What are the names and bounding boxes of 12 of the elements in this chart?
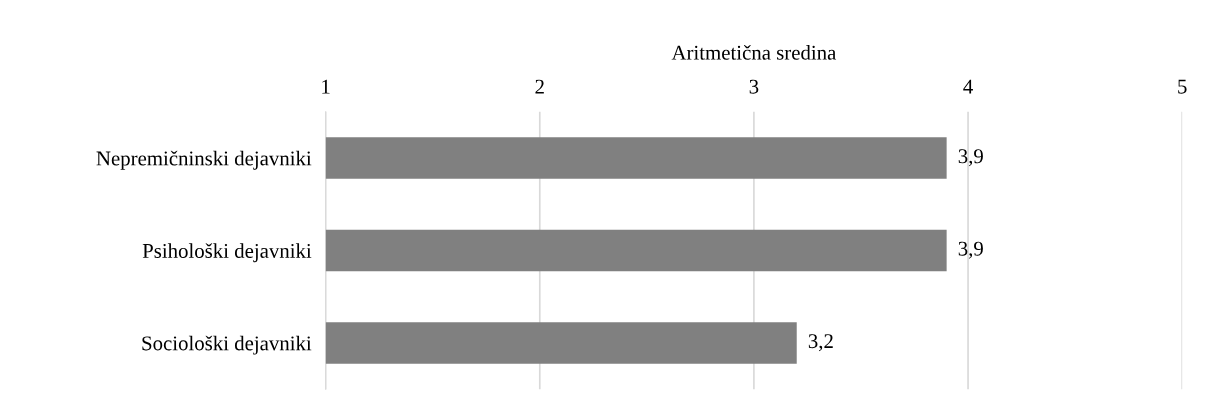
- x-tick-label: 5: [1178, 79, 1187, 94]
- data-label: 3,9: [958, 149, 983, 167]
- x-tick-label: 4: [963, 79, 973, 94]
- y-tick-label: Sociološki dejavniki: [142, 335, 312, 355]
- x-tick-label: 1: [322, 79, 330, 94]
- y-tick-label: Nepremičninski dejavniki: [96, 150, 312, 170]
- data-label: 3,9: [958, 241, 983, 259]
- data-label: 3,2: [808, 334, 833, 352]
- y-tick-label: Psihološki dejavniki: [142, 243, 312, 263]
- x-tick-label: 2: [535, 79, 544, 94]
- x-tick-label: 3: [749, 79, 759, 94]
- x-axis-title: Aritmetična sredina: [671, 45, 837, 60]
